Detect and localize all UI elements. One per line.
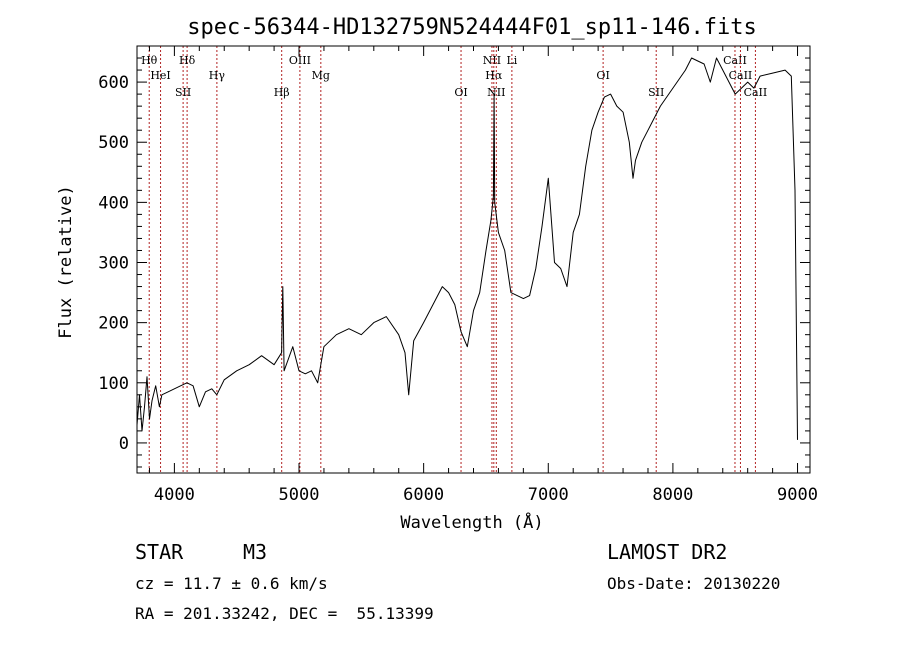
- axis-ticks: 4000 5000 6000 7000 8000 9000 0 100 200 300 400 500…: [98, 45, 818, 505]
- line-marker-label: NII: [487, 86, 505, 99]
- y-tick-label: 0: [119, 434, 129, 454]
- line-marker-label: Li: [506, 54, 517, 67]
- star-subclass: M3: [243, 540, 268, 564]
- chart-title: spec-56344-HD132759N524444F01_sp11-146.f…: [187, 15, 757, 40]
- line-marker-label: Hγ: [209, 69, 226, 82]
- observation-date: Obs-Date: 20130220: [607, 574, 781, 593]
- plot-axes: [136, 45, 811, 474]
- line-marker-label: Hα: [485, 69, 503, 82]
- y-tick-label: 600: [98, 73, 129, 93]
- x-tick-label: 4000: [154, 485, 195, 505]
- spectrum-series: [136, 57, 798, 440]
- line-marker-label: OI: [454, 86, 467, 99]
- line-marker-label: SII: [175, 86, 191, 99]
- x-tick-label: 8000: [652, 485, 693, 505]
- line-marker-label: CaII: [744, 86, 768, 99]
- redshift-value: cz = 11.7 ± 0.6 km/s: [135, 574, 328, 593]
- line-marker-label: CaII: [723, 54, 747, 67]
- line-marker-label: Hθ: [141, 54, 158, 67]
- plot-frame: [136, 45, 811, 474]
- coordinates: RA = 201.33242, DEC = 55.13399: [135, 604, 434, 623]
- y-axis-label: Flux (relative): [56, 185, 76, 339]
- y-tick-label: 100: [98, 374, 129, 394]
- line-marker-label: NII: [483, 54, 501, 67]
- line-marker-label: CaII: [729, 69, 753, 82]
- y-tick-label: 300: [98, 254, 129, 274]
- line-marker-label: SII: [648, 86, 664, 99]
- line-marker-label: Hβ: [274, 86, 290, 99]
- x-axis-label: Wavelength (Å): [400, 511, 543, 533]
- survey-name: LAMOST DR2: [607, 540, 728, 564]
- line-marker-label: HeI: [150, 69, 170, 82]
- line-marker-label: OI: [596, 69, 609, 82]
- x-tick-label: 5000: [279, 485, 320, 505]
- y-tick-label: 400: [98, 193, 129, 213]
- x-tick-label: 6000: [403, 485, 444, 505]
- line-marker-label: OIII: [289, 54, 311, 67]
- star-class: STAR: [135, 540, 184, 564]
- line-marker-label: Hδ: [179, 54, 196, 67]
- spectrum-line: [136, 57, 798, 440]
- x-tick-label: 9000: [777, 485, 818, 505]
- y-tick-label: 200: [98, 314, 129, 334]
- y-tick-label: 500: [98, 133, 129, 153]
- x-tick-label: 7000: [528, 485, 569, 505]
- line-marker-label: Mg: [312, 69, 330, 82]
